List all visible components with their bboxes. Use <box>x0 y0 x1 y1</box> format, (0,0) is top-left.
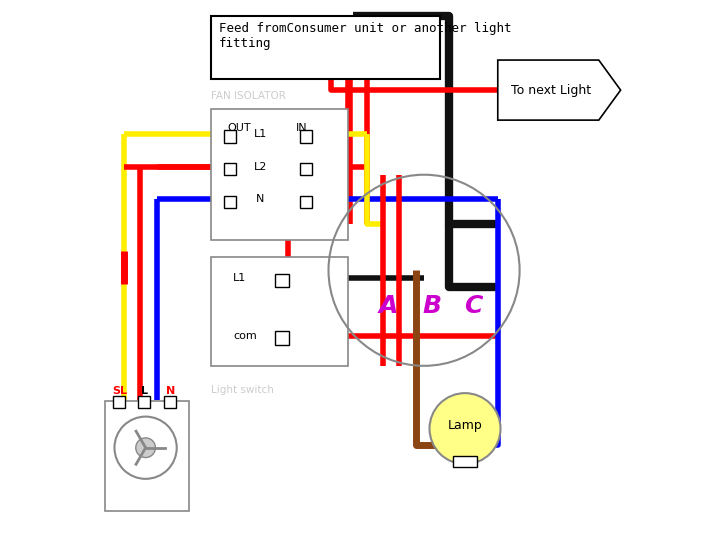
Text: SL: SL <box>112 386 127 396</box>
Polygon shape <box>498 60 620 120</box>
Text: L: L <box>141 386 148 396</box>
Text: A: A <box>379 294 398 318</box>
Text: com: com <box>233 331 257 341</box>
Bar <box>113 396 125 408</box>
Circle shape <box>114 417 177 479</box>
Text: Feed fromConsumer unit or another light
fitting: Feed fromConsumer unit or another light … <box>219 22 512 50</box>
Bar <box>300 163 312 175</box>
Bar <box>223 163 236 175</box>
Bar <box>275 331 288 345</box>
Bar <box>138 396 150 408</box>
Text: FAN ISOLATOR: FAN ISOLATOR <box>211 91 286 101</box>
Text: N: N <box>165 386 175 396</box>
Bar <box>300 196 312 208</box>
Text: IN: IN <box>296 123 307 133</box>
Text: OUT: OUT <box>227 123 251 133</box>
Text: Lamp: Lamp <box>448 419 483 432</box>
Text: L1: L1 <box>233 274 246 283</box>
Text: To next Light: To next Light <box>512 84 592 97</box>
Bar <box>105 401 189 511</box>
Bar <box>211 109 348 240</box>
Text: B: B <box>423 294 442 318</box>
Circle shape <box>135 438 156 458</box>
Text: Light switch: Light switch <box>211 385 274 395</box>
Text: L1: L1 <box>253 129 267 139</box>
Bar <box>275 274 288 287</box>
Text: N: N <box>256 194 264 204</box>
Text: C: C <box>464 294 483 318</box>
Circle shape <box>430 393 501 464</box>
Bar <box>211 16 440 79</box>
Bar <box>211 257 348 366</box>
Bar <box>164 396 175 408</box>
Bar <box>453 456 477 467</box>
Text: L2: L2 <box>253 162 267 171</box>
Bar <box>300 130 312 143</box>
Bar <box>223 196 236 208</box>
Bar <box>223 130 236 143</box>
